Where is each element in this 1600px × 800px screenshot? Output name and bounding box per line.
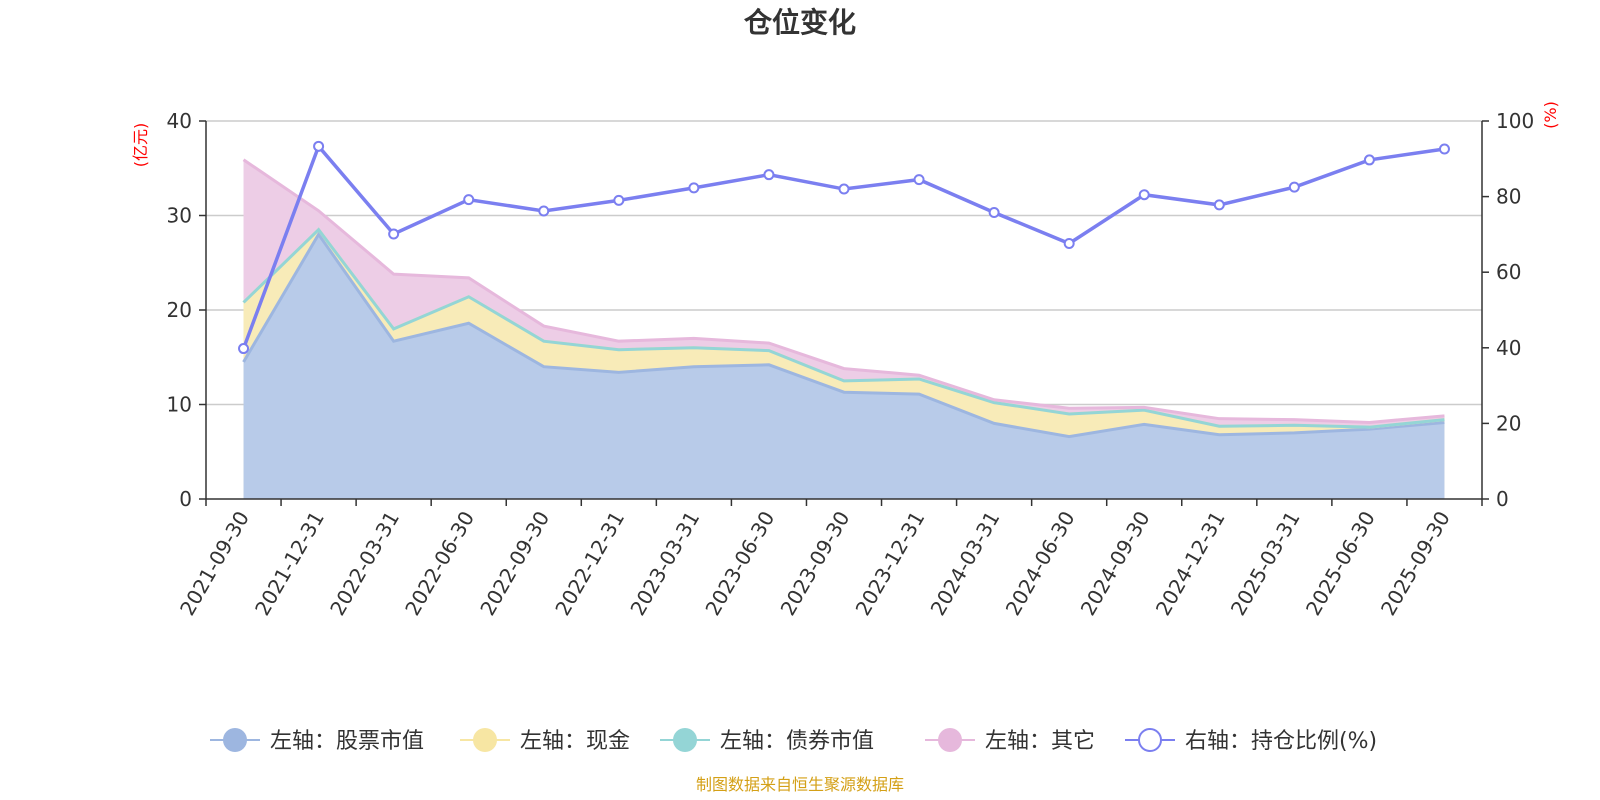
area-edge-1 [242,231,1445,439]
x-tick-label: 2021-12-31 [250,507,329,620]
left-tick-label: 20 [167,298,192,322]
ratio-point [313,140,325,152]
legend-marker [223,728,247,752]
legend-label: 右轴：持仓比例(%) [1185,729,1377,754]
legend-label: 左轴：债券市值 [720,729,874,754]
x-tick-label: 2022-06-30 [400,507,479,620]
area-edge-3 [242,227,1445,429]
x-tick-label: 2024-12-31 [1151,507,1230,620]
ratio-point [1063,237,1075,249]
x-tick-label: 2024-09-30 [1076,507,1155,620]
right-axis-unit: (%) [1541,101,1560,129]
x-tick-label: 2021-09-30 [175,507,254,620]
right-tick-label: 100 [1496,109,1534,133]
left-tick-label: 30 [167,204,192,228]
x-tick-label: 2023-06-30 [700,507,779,620]
right-tick-label: 40 [1496,336,1521,360]
area-1 [243,234,1445,499]
legend-marker [473,728,497,752]
x-tick-label: 2025-03-31 [1226,507,1305,620]
ratio-point [538,205,550,217]
ratio-point [988,206,1000,218]
x-tick-label: 2024-03-31 [926,507,1005,620]
ratio-point [1213,199,1225,211]
ratio-point [1363,154,1375,166]
legend-marker [938,728,962,752]
x-tick-label: 2025-09-30 [1376,507,1455,620]
ratio-point [613,194,625,206]
ratio-point [913,174,925,186]
ratio-point [238,343,250,355]
legend-label: 左轴：现金 [520,729,630,754]
ratio-point [688,182,700,194]
x-tick-label: 2023-03-31 [625,507,704,620]
right-tick-label: 80 [1496,185,1521,209]
ratio-point [1288,181,1300,193]
x-tick-label: 2022-03-31 [325,507,404,620]
right-tick-label: 0 [1496,487,1509,511]
right-tick-label: 20 [1496,411,1521,435]
x-tick-label: 2022-09-30 [475,507,554,620]
line-layer [238,140,1450,355]
ratio-point [1438,143,1450,155]
left-tick-label: 0 [179,487,192,511]
left-axis-unit: (亿元) [131,123,150,168]
legend-marker [673,728,697,752]
ratio-point [763,169,775,181]
legend-label: 左轴：其它 [985,729,1095,754]
legend-marker [1138,728,1162,752]
left-tick-label: 10 [167,393,192,417]
x-tick-label: 2022-12-31 [550,507,629,620]
x-tick-label: 2023-12-31 [851,507,930,620]
right-tick-label: 60 [1496,260,1521,284]
legend: 左轴：股票市值 左轴：现金 左轴：债券市值 左轴：其它 右轴：持仓比例(%) [210,728,1377,754]
ratio-point [388,228,400,240]
area-edge-4 [242,158,1445,424]
ratio-point [463,194,475,206]
x-tick-label: 2023-09-30 [775,507,854,620]
area-layer [242,158,1445,500]
x-tick-label: 2025-06-30 [1301,507,1380,620]
left-tick-label: 40 [167,109,192,133]
x-tick-label: 2024-06-30 [1001,507,1080,620]
ratio-point [1138,189,1150,201]
chart-title: 仓位变化 [744,6,856,39]
legend-label: 左轴：股票市值 [270,729,424,754]
ratio-point [838,183,850,195]
source-note: 制图数据来自恒生聚源数据库 [696,775,904,794]
